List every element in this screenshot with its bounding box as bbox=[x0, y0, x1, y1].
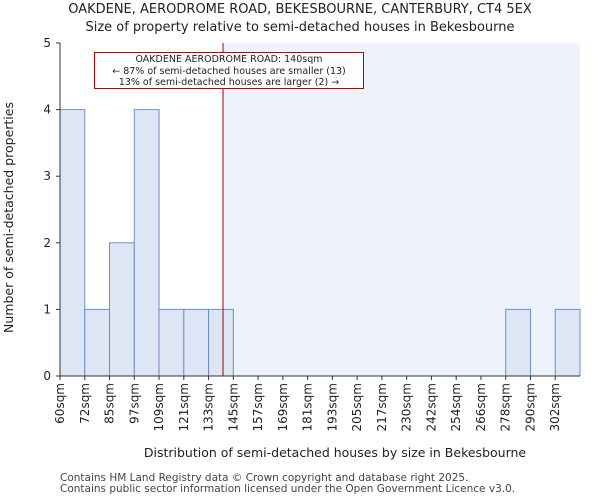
bar-109sqm bbox=[158, 308, 185, 377]
x-axis-label: Distribution of semi-detached houses by … bbox=[144, 445, 527, 460]
annotation-line-1: OAKDENE AERODROME ROAD: 140sqm bbox=[135, 54, 323, 65]
y-axis-label: Number of semi-detached properties bbox=[1, 102, 16, 333]
y-tick-label-0: 0 bbox=[43, 369, 51, 383]
bar-133sqm bbox=[208, 308, 234, 377]
bar-60sqm bbox=[59, 109, 86, 377]
x-tick-label-254sqm: 254sqm bbox=[449, 383, 463, 431]
x-tick-label-169sqm: 169sqm bbox=[276, 383, 290, 431]
x-tick-label-290sqm: 290sqm bbox=[523, 383, 537, 431]
footer-line-2: Contains public sector information licen… bbox=[60, 483, 516, 495]
x-tick-label-181sqm: 181sqm bbox=[301, 383, 315, 431]
x-tick-label-302sqm: 302sqm bbox=[548, 383, 562, 431]
bar-278sqm bbox=[505, 308, 531, 377]
x-tick-label-85sqm: 85sqm bbox=[103, 383, 117, 424]
x-tick-label-109sqm: 109sqm bbox=[152, 383, 166, 431]
x-tick-label-60sqm: 60sqm bbox=[53, 383, 67, 424]
chart-subtitle: Size of property relative to semi-detach… bbox=[85, 20, 515, 35]
footer-line-1: Contains HM Land Registry data © Crown c… bbox=[60, 472, 469, 484]
x-tick-label-230sqm: 230sqm bbox=[400, 383, 414, 431]
bar-85sqm bbox=[109, 242, 135, 377]
bar-97sqm bbox=[133, 109, 160, 377]
bar-121sqm bbox=[183, 308, 210, 377]
bar-302sqm bbox=[554, 308, 581, 377]
x-tick-label-97sqm: 97sqm bbox=[127, 383, 141, 424]
property-annotation: OAKDENE AERODROME ROAD: 140sqm ← 87% of … bbox=[94, 52, 364, 89]
x-tick-label-121sqm: 121sqm bbox=[177, 383, 191, 431]
x-tick-label-242sqm: 242sqm bbox=[424, 383, 438, 431]
x-tick-label-278sqm: 278sqm bbox=[499, 383, 513, 431]
chart-title: OAKDENE, AERODROME ROAD, BEKESBOURNE, CA… bbox=[68, 2, 532, 17]
x-tick-label-217sqm: 217sqm bbox=[375, 383, 389, 431]
bar-72sqm bbox=[84, 308, 111, 377]
x-tick-label-205sqm: 205sqm bbox=[350, 383, 364, 431]
x-tick-label-145sqm: 145sqm bbox=[226, 383, 240, 431]
x-tick-label-133sqm: 133sqm bbox=[202, 383, 216, 431]
y-tick-label-5: 5 bbox=[43, 36, 51, 50]
x-tick-label-266sqm: 266sqm bbox=[474, 383, 488, 431]
annotation-line-3: 13% of semi-detached houses are larger (… bbox=[118, 77, 340, 88]
y-tick-label-1: 1 bbox=[43, 302, 51, 316]
x-tick-label-72sqm: 72sqm bbox=[78, 383, 92, 424]
y-tick-label-4: 4 bbox=[43, 103, 51, 117]
x-tick-label-193sqm: 193sqm bbox=[325, 383, 339, 431]
x-tick-label-157sqm: 157sqm bbox=[251, 383, 265, 431]
y-tick-label-3: 3 bbox=[43, 169, 51, 183]
y-tick-label-2: 2 bbox=[43, 236, 51, 250]
annotation-line-2: ← 87% of semi-detached houses are smalle… bbox=[112, 65, 346, 77]
